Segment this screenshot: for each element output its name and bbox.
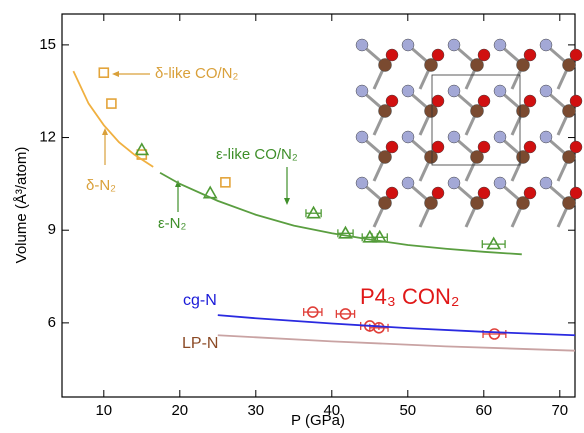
atom xyxy=(524,95,536,107)
x-tick-label: 20 xyxy=(171,402,188,419)
square-marker xyxy=(99,68,108,77)
curve xyxy=(218,335,575,350)
x-tick-label: 70 xyxy=(551,402,568,419)
curve xyxy=(160,173,522,255)
annotation: cg-N xyxy=(183,292,217,309)
annotation: P4₃ CON₂ xyxy=(360,284,459,309)
atom xyxy=(448,85,460,97)
curve xyxy=(218,315,575,335)
atom xyxy=(524,141,536,153)
atom xyxy=(494,177,506,189)
atom xyxy=(356,85,368,97)
atom xyxy=(386,187,398,199)
atom xyxy=(402,177,414,189)
atom xyxy=(386,49,398,61)
y-tick-label: 9 xyxy=(48,221,56,238)
atom xyxy=(570,141,582,153)
triangle-marker xyxy=(308,207,320,218)
error-bar xyxy=(336,310,354,318)
atom xyxy=(540,39,552,51)
atom xyxy=(570,49,582,61)
atom xyxy=(386,141,398,153)
atom xyxy=(524,187,536,199)
atom xyxy=(356,39,368,51)
atom xyxy=(386,95,398,107)
atom xyxy=(494,85,506,97)
annotation: ε-N₂ xyxy=(158,215,187,232)
y-tick-label: 12 xyxy=(39,129,56,146)
atom xyxy=(524,49,536,61)
y-tick-label: 6 xyxy=(48,314,56,331)
atom xyxy=(494,131,506,143)
atom xyxy=(432,49,444,61)
atom xyxy=(448,39,460,51)
annotation: δ-N₂ xyxy=(86,177,116,194)
triangle-marker xyxy=(488,238,500,249)
x-tick-label: 30 xyxy=(247,402,264,419)
atom xyxy=(448,177,460,189)
atom xyxy=(478,187,490,199)
error-bar xyxy=(482,240,505,248)
annotation: LP-N xyxy=(182,335,218,352)
structure-inset xyxy=(356,39,582,227)
atom xyxy=(570,187,582,199)
atom xyxy=(494,39,506,51)
x-tick-label: 50 xyxy=(399,402,416,419)
atom xyxy=(432,187,444,199)
atom xyxy=(540,85,552,97)
annotation: ε-like CO/N₂ xyxy=(216,146,298,163)
atom xyxy=(540,177,552,189)
x-tick-label: 60 xyxy=(475,402,492,419)
atom xyxy=(478,141,490,153)
chart: P (GPa) Volume (Å³/atom) 102030405060706… xyxy=(0,0,584,433)
atom xyxy=(432,95,444,107)
y-tick-label: 15 xyxy=(39,36,56,53)
error-bar xyxy=(304,308,322,316)
annotation: δ-like CO/N₂ xyxy=(155,65,239,82)
atom xyxy=(432,141,444,153)
atom xyxy=(356,177,368,189)
atom xyxy=(448,131,460,143)
atom xyxy=(402,85,414,97)
atom xyxy=(402,131,414,143)
plot-frame xyxy=(62,14,575,397)
square-marker xyxy=(221,178,230,187)
triangle-marker xyxy=(136,144,148,155)
atom xyxy=(570,95,582,107)
y-axis-label: Volume (Å³/atom) xyxy=(13,147,30,264)
atom xyxy=(478,49,490,61)
square-marker xyxy=(107,99,116,108)
x-tick-label: 40 xyxy=(323,402,340,419)
atom xyxy=(356,131,368,143)
atom xyxy=(540,131,552,143)
atom xyxy=(478,95,490,107)
x-tick-label: 10 xyxy=(95,402,112,419)
curve xyxy=(73,71,153,167)
atom xyxy=(402,39,414,51)
